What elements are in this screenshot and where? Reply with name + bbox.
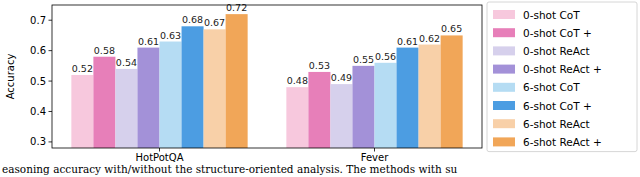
y-tick: [49, 50, 53, 51]
bar: [71, 75, 93, 148]
bar: [160, 42, 182, 148]
data-label: 0.62: [419, 33, 440, 44]
legend-label: 6-shot ReAct: [523, 118, 590, 130]
legend-label: 6-shot ReAct +: [523, 136, 602, 148]
data-label: 0.55: [353, 54, 374, 65]
bar: [441, 35, 463, 148]
legend-label: 0-shot ReAct +: [523, 63, 602, 75]
legend-swatch: [493, 83, 515, 92]
y-tick-label: 0.7: [30, 15, 46, 26]
data-label: 0.48: [287, 75, 308, 86]
bar: [204, 29, 226, 148]
bar: [137, 48, 159, 148]
y-tick-label: 0.6: [30, 45, 46, 56]
legend-swatch: [493, 65, 515, 74]
bar: [93, 57, 115, 148]
bar: [226, 14, 248, 148]
y-tick-label: 0.3: [30, 136, 46, 147]
legend-swatch: [493, 46, 515, 55]
legend-label: 6-shot CoT +: [523, 100, 592, 112]
plot-frame: [52, 5, 482, 148]
data-label: 0.61: [397, 36, 418, 47]
data-label: 0.61: [138, 36, 159, 47]
chart: 0.520.480.580.530.540.490.610.550.630.56…: [0, 0, 640, 177]
data-label: 0.65: [441, 23, 462, 34]
y-tick: [49, 81, 53, 82]
y-tick-label: 0.5: [30, 76, 46, 87]
legend-label: 6-shot CoT: [523, 81, 580, 93]
y-tick: [49, 141, 53, 142]
x-tick-label: HotPotQA: [136, 152, 184, 163]
legend-label: 0-shot ReAct: [523, 45, 590, 57]
bar: [397, 48, 419, 148]
data-label: 0.72: [226, 2, 247, 13]
data-label: 0.53: [309, 60, 330, 71]
legend-swatch: [493, 101, 515, 110]
x-tick-label: Fever: [361, 152, 389, 163]
data-labels: 0.52 0.48 0.58 0.53 0.54 0.49 0.61 0.55 0.63 0.56…: [72, 2, 462, 86]
x-tick: [374, 148, 375, 152]
legend-swatch: [493, 119, 515, 128]
y-tick: [49, 20, 53, 21]
y-axis-label: Accuracy: [5, 54, 16, 100]
data-label: 0.63: [160, 30, 181, 41]
x-tick: [159, 148, 160, 152]
bar: [375, 63, 397, 148]
caption: easoning accuracy with/without the struc…: [2, 163, 458, 175]
y-tick: [49, 111, 53, 112]
legend-swatch: [493, 137, 515, 146]
bar: [182, 26, 204, 148]
legend: 0-shot CoT 0-shot CoT + 0-shot ReAct 0-shot…: [487, 2, 637, 152]
bar: [330, 84, 352, 148]
data-label: 0.49: [331, 72, 352, 83]
bar: [419, 45, 441, 148]
bars: [71, 14, 462, 148]
legend-swatch: [493, 10, 515, 19]
bar: [115, 69, 137, 148]
legend-label: 0-shot CoT: [523, 9, 580, 21]
bar: [286, 87, 308, 148]
data-label: 0.68: [182, 14, 203, 25]
legend-label: 0-shot CoT +: [523, 27, 592, 39]
legend-swatch: [493, 28, 515, 37]
bar: [352, 66, 374, 148]
bar: [308, 72, 330, 148]
data-label: 0.56: [375, 51, 396, 62]
data-label: 0.52: [72, 63, 93, 74]
data-label: 0.58: [94, 45, 115, 56]
data-label: 0.67: [204, 17, 225, 28]
legend-frame: [487, 2, 637, 152]
y-tick-label: 0.4: [30, 106, 46, 117]
data-label: 0.54: [116, 57, 137, 68]
